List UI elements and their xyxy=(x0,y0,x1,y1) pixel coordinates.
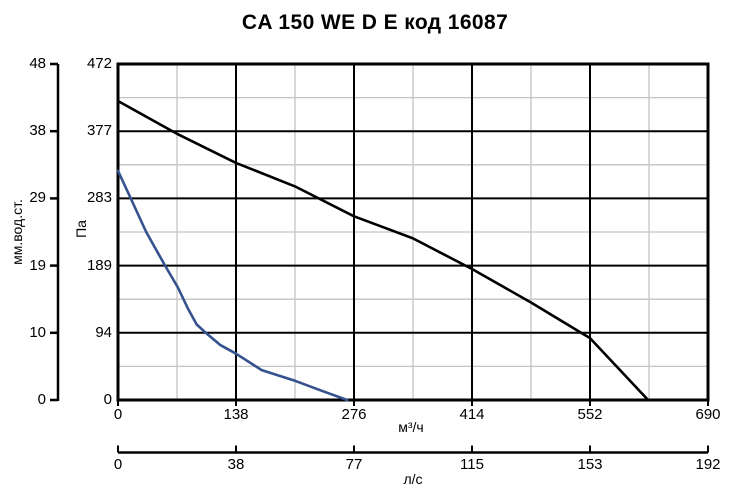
m3h-tick-label: 138 xyxy=(223,406,249,423)
ls-tick-label: 115 xyxy=(460,456,484,473)
mm-tick-label: 38 xyxy=(29,122,46,140)
pressure-curve-blue xyxy=(116,169,349,402)
pa-tick-label: 472 xyxy=(86,55,112,72)
m3h-tick-label: 552 xyxy=(577,406,603,423)
ls-tick-label: 192 xyxy=(695,456,721,473)
x-axis-secondary-axis-line xyxy=(117,445,709,454)
m3h-tick-label: 690 xyxy=(695,406,721,423)
mm-tick-label: 0 xyxy=(37,391,46,408)
mm-tick-label: 19 xyxy=(29,256,46,274)
pressure-curve-black xyxy=(116,99,650,402)
pa-tick-label: 283 xyxy=(86,189,112,207)
x-axis-primary-tick-marks xyxy=(117,400,709,406)
y-axis-primary-unit-label: Па xyxy=(73,220,89,238)
ls-tick-label: 77 xyxy=(345,456,363,473)
pa-tick-label: 189 xyxy=(86,256,112,274)
ls-tick-label: 0 xyxy=(113,456,123,473)
pa-tick-label: 94 xyxy=(95,323,112,341)
m3h-tick-label: 276 xyxy=(341,406,367,423)
ls-tick-label: 153 xyxy=(577,456,603,473)
x-axis-primary-unit-label: м³/ч xyxy=(398,419,424,435)
m3h-tick-label: 0 xyxy=(113,406,123,423)
x-axis-secondary-unit-label: л/с xyxy=(403,471,423,487)
chart-title: CA 150 WE D E код 16087 xyxy=(241,11,509,34)
grid-major xyxy=(118,64,708,400)
y-axis-secondary-unit-label: мм.вод.ст. xyxy=(9,199,25,265)
m3h-tick-label: 414 xyxy=(459,406,485,423)
mm-tick-label: 10 xyxy=(29,323,46,341)
mm-tick-label: 29 xyxy=(29,189,46,207)
pa-tick-label: 0 xyxy=(103,391,112,408)
y-axis-secondary-axis-line xyxy=(50,62,60,402)
mm-tick-label: 48 xyxy=(29,55,46,72)
grid-minor xyxy=(118,64,708,400)
plot-area xyxy=(116,62,710,406)
pa-tick-label: 377 xyxy=(86,122,112,140)
plot-border xyxy=(116,62,710,402)
ls-tick-label: 38 xyxy=(227,456,245,473)
